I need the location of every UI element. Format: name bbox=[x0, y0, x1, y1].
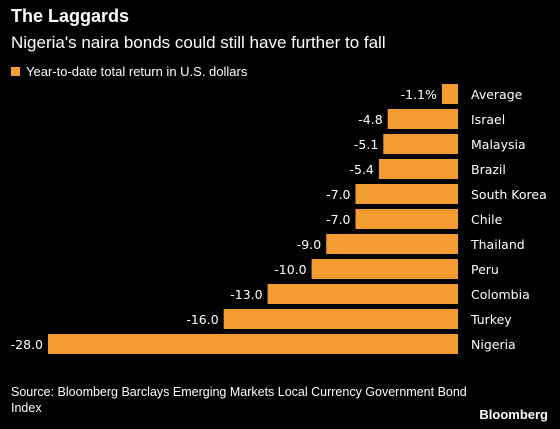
bar-average bbox=[441, 84, 458, 104]
value-label: -5.4 bbox=[350, 162, 374, 177]
bar-nigeria bbox=[48, 334, 458, 354]
bar-peru bbox=[311, 259, 458, 279]
chart-title: The Laggards bbox=[11, 6, 130, 26]
category-label: Peru bbox=[471, 262, 499, 277]
legend-swatch bbox=[11, 67, 20, 76]
value-label: -1.1% bbox=[401, 87, 437, 102]
bar-thailand bbox=[326, 234, 458, 254]
category-label: Colombia bbox=[471, 287, 530, 302]
value-label: -5.1 bbox=[354, 137, 378, 152]
chart-subtitle: Nigeria's naira bonds could still have f… bbox=[11, 33, 386, 52]
value-label: -9.0 bbox=[297, 237, 321, 252]
category-label: Average bbox=[471, 87, 523, 102]
legend: Year-to-date total return in U.S. dollar… bbox=[11, 64, 247, 79]
value-label: -7.0 bbox=[326, 212, 350, 227]
brand-logo: Bloomberg bbox=[479, 407, 548, 422]
bar-turkey bbox=[223, 309, 458, 329]
bar-israel bbox=[387, 109, 458, 129]
value-label: -13.0 bbox=[230, 287, 262, 302]
bar-south-korea bbox=[355, 184, 458, 204]
bar-chile bbox=[355, 209, 458, 229]
category-label: Turkey bbox=[470, 312, 512, 327]
source-note: Source: Bloomberg Barclays Emerging Mark… bbox=[11, 385, 467, 415]
bar-brazil bbox=[378, 159, 458, 179]
legend-label: Year-to-date total return in U.S. dollar… bbox=[26, 64, 248, 79]
category-label: Malaysia bbox=[471, 137, 526, 152]
category-label: South Korea bbox=[471, 187, 547, 202]
category-label: Nigeria bbox=[471, 337, 516, 352]
category-label: Israel bbox=[471, 112, 505, 127]
value-label: -16.0 bbox=[186, 312, 218, 327]
value-label: -4.8 bbox=[358, 112, 382, 127]
category-label: Chile bbox=[471, 212, 503, 227]
value-label: -10.0 bbox=[274, 262, 306, 277]
value-label: -7.0 bbox=[326, 187, 350, 202]
category-label: Thailand bbox=[470, 237, 525, 252]
bar-colombia bbox=[267, 284, 458, 304]
value-label: -28.0 bbox=[11, 337, 43, 352]
category-label: Brazil bbox=[471, 162, 506, 177]
bar-malaysia bbox=[383, 134, 458, 154]
